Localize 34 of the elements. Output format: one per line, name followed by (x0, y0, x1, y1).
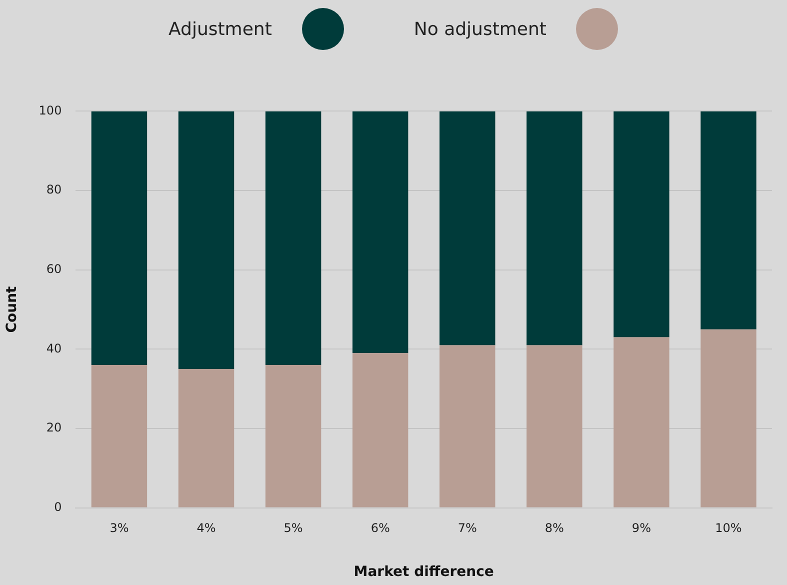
y-tick-label: 40 (46, 341, 62, 356)
y-tick-label: 60 (46, 262, 62, 276)
bar (700, 111, 756, 330)
bar (526, 111, 582, 346)
bar (440, 345, 496, 508)
y-axis-title: Count (4, 286, 20, 333)
y-tick-label: 20 (46, 420, 62, 435)
x-tick-label: 8% (544, 521, 564, 536)
bar (700, 329, 756, 508)
bar (91, 365, 148, 508)
bar (526, 345, 582, 508)
x-tick-label: 9% (632, 521, 651, 536)
x-tick-label: 4% (196, 521, 216, 536)
bar (440, 111, 496, 346)
bar (178, 111, 234, 369)
y-tick-label: 0 (54, 500, 62, 514)
bar (352, 111, 408, 354)
y-tick-label: 100 (38, 103, 62, 118)
y-tick-label: 80 (46, 182, 62, 197)
bar (352, 353, 408, 508)
x-tick-label: 7% (458, 521, 477, 536)
bar (178, 368, 234, 508)
x-tick-label: 6% (370, 521, 390, 536)
x-tick-label: 10% (715, 521, 742, 536)
legend-label: Adjustment (168, 18, 272, 40)
bar (614, 337, 670, 508)
x-tick-label: 5% (284, 521, 303, 536)
x-tick-label: 3% (110, 521, 129, 536)
bar (265, 365, 322, 508)
bar (265, 111, 322, 366)
bar (614, 111, 670, 338)
legend-label: No adjustment (414, 18, 546, 40)
bar (91, 111, 148, 366)
x-axis-title: Market difference (354, 564, 494, 580)
